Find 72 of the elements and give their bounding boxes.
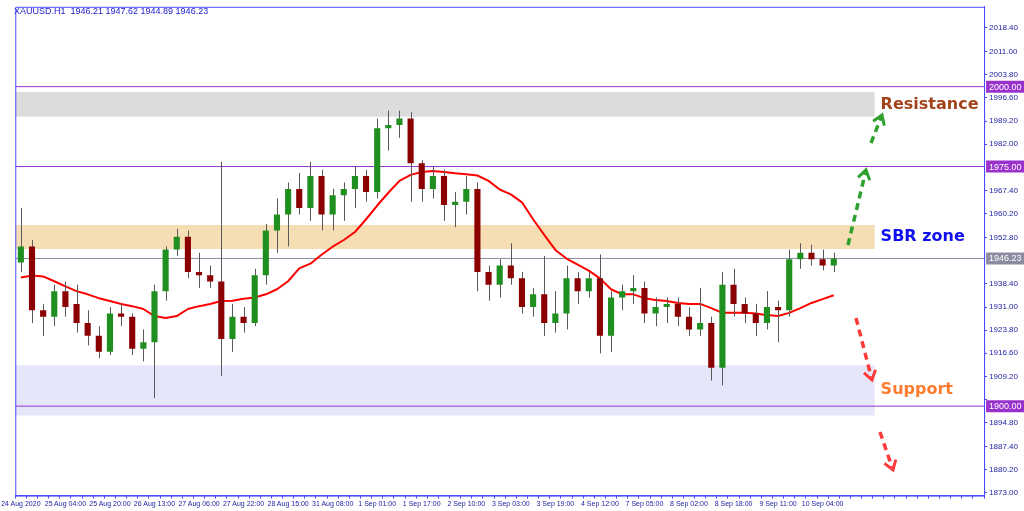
candlestick [552,290,559,334]
y-tick-label: 2018.40 [989,23,1019,33]
y-tick-label: 1909.20 [989,371,1019,381]
y-tick-label: 1996.60 [989,92,1019,102]
ref-line-label: 2000.00 [989,81,1022,92]
candlestick [697,287,704,337]
candlestick [674,297,681,327]
candlestick [463,175,470,215]
candlestick [84,309,91,346]
candlestick [797,242,804,270]
y-tick-label: 1989.20 [989,116,1019,126]
y-tick-label: 1923.80 [989,325,1019,335]
candlestick [830,252,837,273]
band-label: Resistance [880,93,979,113]
candlestick [574,271,581,305]
candlestick [140,328,147,362]
y-tick-label: 1873.00 [989,487,1019,497]
candlestick [685,306,693,337]
candlestick [585,271,592,299]
candlestick [619,284,626,311]
candlestick [329,188,336,231]
candlestick [95,325,102,359]
band-label: Support [880,379,954,399]
y-tick-label: 1960.20 [989,209,1019,219]
candlestick [173,228,180,257]
candlestick [819,249,826,271]
y-tick-label: 1952.80 [989,232,1019,242]
ref-line-label: 1946.23 [989,253,1022,264]
candlestick [207,265,214,289]
y-tick-label: 1894.80 [989,417,1019,427]
candlestick [663,297,670,324]
candlestick [273,197,281,254]
y-tick-label: 2011.00 [989,46,1018,56]
y-tick-label: 1982.00 [989,139,1019,149]
y-tick-label: 1931.00 [989,302,1019,312]
y-tick-label: 1938.40 [989,278,1019,288]
candlestick [496,258,503,299]
candlestick [363,169,370,203]
candlestick [240,306,247,334]
ref-line-label: 1975.00 [989,161,1022,172]
candlestick [808,244,815,267]
candlestick [752,303,759,337]
candlestick [385,110,392,152]
candlestick [340,182,347,222]
band-label: SBR zone [880,226,965,246]
candlestick [229,303,236,353]
candlestick [652,297,659,327]
candlestick [17,207,24,273]
candlestick [62,281,69,318]
candlestick [452,191,459,228]
candlestick [775,300,782,343]
candlestick [429,166,436,199]
candlestick [396,110,403,139]
y-tick-label: 1887.40 [989,441,1019,451]
ref-line-label: 1900.00 [989,401,1022,412]
y-tick-label: 2003.80 [989,69,1019,79]
candlestick [630,274,637,305]
candlestick [296,172,303,215]
candlestick [73,284,80,334]
y-tick-label: 1916.60 [989,348,1019,358]
candlestick [40,303,47,337]
y-tick-label: 1880.20 [989,464,1019,474]
candlestick [118,303,125,327]
candlestick [730,268,737,318]
candlestick [507,242,514,286]
candlestick [485,265,492,302]
candlestick [530,287,537,318]
y-tick-label: 1967.40 [989,186,1019,196]
candlestick [763,290,770,330]
candlestick [741,297,748,324]
candlestick [351,166,358,209]
candlestick [195,252,203,289]
